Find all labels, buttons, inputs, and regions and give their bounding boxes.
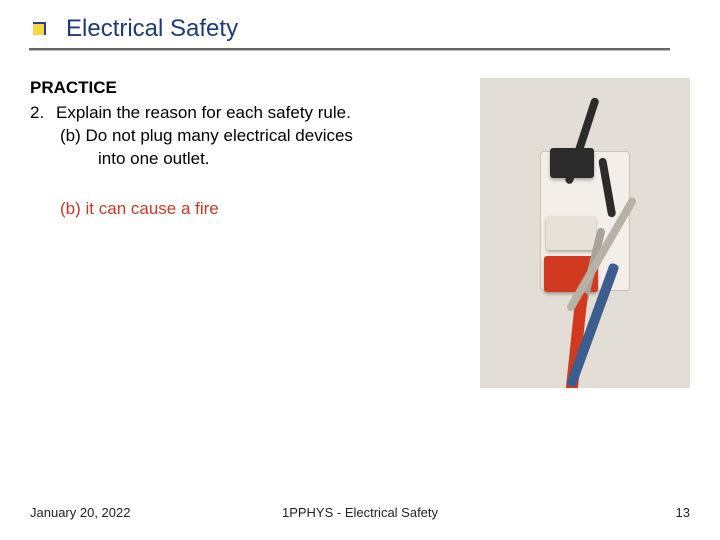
plug bbox=[546, 216, 596, 250]
footer-date: January 20, 2022 bbox=[30, 505, 130, 520]
question-sub-text-1: Do not plug many electrical devices bbox=[86, 126, 353, 145]
question-number: 2. bbox=[30, 102, 56, 125]
footer: January 20, 2022 1PPHYS - Electrical Saf… bbox=[30, 505, 690, 520]
answer-text: it can cause a fire bbox=[86, 199, 219, 218]
title-underline bbox=[29, 48, 670, 50]
slide-title: Electrical Safety bbox=[66, 15, 238, 43]
answer-label: (b) bbox=[60, 199, 81, 218]
question-sub-label: (b) bbox=[60, 126, 81, 145]
square-bullet-icon bbox=[32, 22, 46, 36]
question-prompt: Explain the reason for each safety rule. bbox=[56, 103, 351, 122]
title-bar: Electrical Safety bbox=[0, 8, 720, 50]
outlet-image bbox=[480, 78, 690, 388]
footer-page: 13 bbox=[676, 505, 690, 520]
